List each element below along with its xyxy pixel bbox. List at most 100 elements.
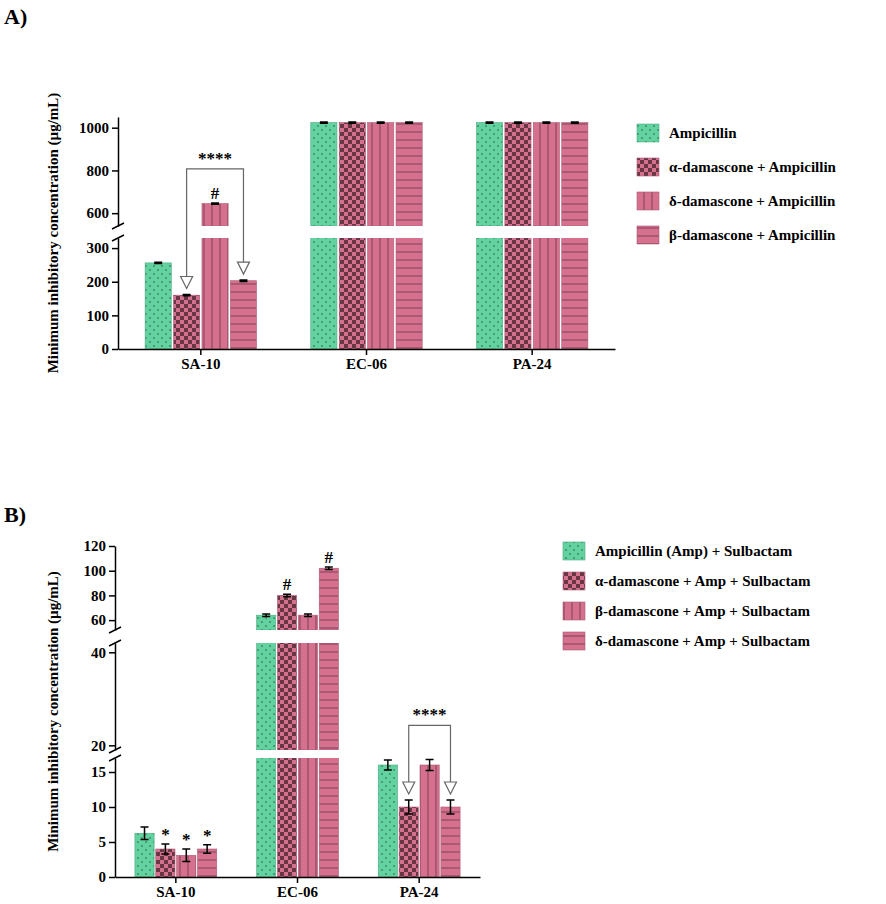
tick-label: 20 — [91, 738, 106, 754]
error-bar — [377, 122, 385, 123]
bar — [202, 204, 228, 226]
tick: 800 — [87, 163, 119, 179]
bar — [277, 643, 296, 750]
tick-mark — [112, 349, 118, 351]
legend-swatch — [563, 632, 585, 650]
legend-label: β-damascone + Amp + Sulbactam — [595, 603, 811, 619]
tick-label: 1000 — [79, 120, 109, 136]
bar — [368, 123, 394, 226]
bar — [562, 123, 588, 226]
tick: 0 — [102, 341, 119, 357]
tick: 80 — [91, 588, 115, 604]
annotation: # — [283, 575, 292, 594]
arrow-head — [181, 277, 193, 289]
bar — [533, 123, 559, 226]
tick: 600 — [87, 205, 119, 221]
bar — [174, 295, 200, 349]
bar — [396, 238, 422, 349]
bar — [476, 238, 502, 349]
tick-label: PA-24 — [513, 356, 552, 372]
legend-swatch — [637, 192, 659, 210]
axis-line — [115, 547, 117, 631]
tick-label: EC-06 — [277, 884, 318, 900]
tick-mark — [109, 745, 115, 747]
tick-label: 200 — [87, 274, 110, 290]
axis-break — [109, 747, 121, 753]
bar — [230, 281, 256, 349]
error-bar — [211, 203, 219, 204]
legend-label: α-damascone + Amp + Sulbactam — [595, 573, 811, 589]
tick-label: 800 — [87, 163, 110, 179]
annotation: **** — [413, 705, 447, 724]
legend-label: δ-damascone + Ampicillin — [669, 193, 836, 209]
annotation: **** — [198, 149, 232, 168]
error-bar — [405, 122, 413, 123]
tick-label: 60 — [91, 612, 106, 628]
error-bar — [262, 614, 270, 616]
tick-label: EC-06 — [346, 356, 387, 372]
tick-label: SA-10 — [156, 884, 195, 900]
panel-label: B) — [4, 502, 26, 527]
tick-label: 300 — [87, 240, 110, 256]
bar — [319, 643, 338, 750]
error-bar — [486, 122, 494, 123]
bar — [396, 123, 422, 226]
tick-label: 120 — [84, 538, 107, 554]
tick-label: 0 — [102, 341, 110, 357]
bar — [311, 123, 337, 226]
error-bar — [161, 844, 169, 854]
bar — [533, 238, 559, 349]
bar — [319, 568, 338, 630]
error-bar — [320, 122, 328, 123]
error-bar — [348, 122, 356, 123]
panel-label: A) — [4, 4, 27, 29]
bar — [202, 238, 228, 349]
y-axis: 600 800 1000 — [79, 118, 119, 227]
tick-mark — [112, 315, 118, 317]
error-bar — [141, 827, 149, 840]
y-axis: 0 100 200 300 — [87, 239, 119, 358]
tick-mark — [112, 281, 118, 283]
tick-mark — [109, 595, 115, 597]
axis-break — [109, 627, 121, 633]
tick-label: 600 — [87, 205, 110, 221]
error-bar — [154, 262, 162, 263]
y-axis: 051015 — [91, 759, 116, 886]
tick: 0 — [99, 869, 116, 885]
axis-break — [112, 235, 124, 241]
axis-line — [118, 239, 120, 350]
bar — [378, 765, 397, 877]
tick: 100 — [87, 308, 119, 324]
arrow-head — [444, 782, 456, 794]
tick: PA-24 — [400, 877, 439, 900]
tick-label: 100 — [87, 308, 110, 324]
legend-swatch — [563, 572, 585, 590]
axis-line — [118, 118, 120, 227]
tick-label: 5 — [99, 834, 107, 850]
legend-swatch — [563, 602, 585, 620]
error-bar — [183, 295, 191, 296]
bar — [277, 758, 296, 877]
tick-label: 0 — [99, 869, 107, 885]
tick-label: 80 — [91, 588, 106, 604]
axis-break — [109, 640, 121, 646]
bar — [277, 595, 296, 630]
bar — [257, 758, 276, 877]
plot-segment — [135, 758, 460, 877]
bar — [311, 238, 337, 349]
legend-label: β-damascone + Ampicillin — [669, 227, 836, 243]
error-bar — [203, 845, 211, 853]
bar — [257, 643, 276, 750]
error-bar — [182, 849, 190, 862]
tick: 200 — [87, 274, 119, 290]
tick: PA-24 — [513, 349, 552, 372]
legend-swatch — [637, 226, 659, 244]
panel: B)Minimum inhibitory concentration (µg/m… — [4, 163, 811, 900]
error-bar — [325, 567, 333, 569]
legend: Ampicillin (Amp) + Sulbactamα-damascone … — [563, 542, 811, 650]
error-bar — [405, 800, 413, 814]
x-axis: SA-10 EC-06 PA-24 — [116, 877, 481, 900]
y-axis: 6080100120 — [84, 538, 116, 630]
error-bar — [446, 800, 454, 814]
tick: SA-10 — [181, 349, 220, 372]
